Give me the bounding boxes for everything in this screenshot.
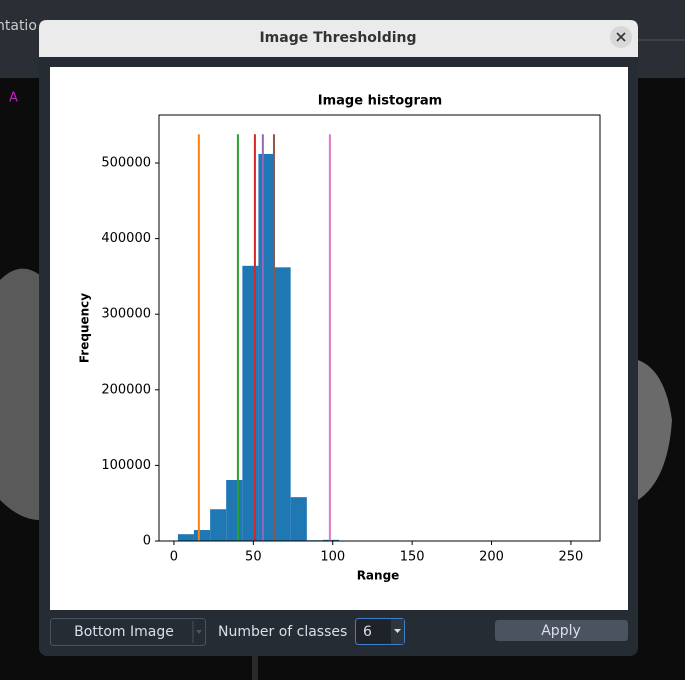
apply-text: Apply bbox=[541, 623, 581, 639]
apply-button[interactable] bbox=[495, 620, 628, 641]
bar bbox=[242, 265, 259, 541]
y-tick-label: 200000 bbox=[101, 382, 151, 397]
plot-area bbox=[50, 67, 628, 610]
image-region bbox=[0, 268, 40, 520]
y-tick-label: 500000 bbox=[101, 156, 151, 171]
y-tick-label: 100000 bbox=[101, 458, 151, 473]
axes-frame bbox=[158, 114, 601, 542]
bar bbox=[274, 267, 291, 541]
dialog-title: Image Thresholding bbox=[259, 30, 416, 46]
y-tick-label: 0 bbox=[143, 534, 151, 549]
select-arrow bbox=[196, 630, 202, 634]
close-icon bbox=[616, 32, 626, 42]
bar bbox=[210, 509, 227, 541]
bar bbox=[177, 534, 194, 541]
x-tick-label: 250 bbox=[559, 550, 584, 565]
divider bbox=[252, 655, 258, 680]
bar bbox=[226, 479, 243, 541]
bar bbox=[258, 153, 275, 541]
x-tick-label: 50 bbox=[245, 550, 262, 565]
y-axis-label: Frequency bbox=[78, 293, 92, 363]
background-text: ntatio bbox=[0, 18, 37, 34]
x-tick-label: 0 bbox=[170, 550, 178, 565]
x-tick-label: 100 bbox=[320, 550, 345, 565]
image-select[interactable] bbox=[50, 618, 206, 646]
classes-label: Number of classes bbox=[218, 624, 347, 640]
chart-title: Image histogram bbox=[318, 94, 442, 109]
bar bbox=[322, 539, 340, 541]
y-tick-label: 300000 bbox=[101, 307, 151, 322]
x-tick-label: 200 bbox=[479, 550, 504, 565]
image-region bbox=[638, 360, 672, 500]
bar bbox=[193, 530, 211, 541]
histogram-chart: Image histogram Range Frequency 0 50 100 15… bbox=[78, 94, 601, 583]
x-tick-label: 150 bbox=[400, 550, 425, 565]
classes-value: 6 bbox=[363, 624, 372, 640]
x-axis-label: Range bbox=[357, 569, 400, 583]
image-select-text: Bottom Image bbox=[74, 624, 174, 640]
dialog-titlebar bbox=[39, 20, 638, 57]
y-tick-label: 400000 bbox=[101, 231, 151, 246]
bar bbox=[290, 497, 307, 541]
orientation-label: A bbox=[9, 91, 18, 106]
spinner-arrow bbox=[394, 629, 401, 633]
